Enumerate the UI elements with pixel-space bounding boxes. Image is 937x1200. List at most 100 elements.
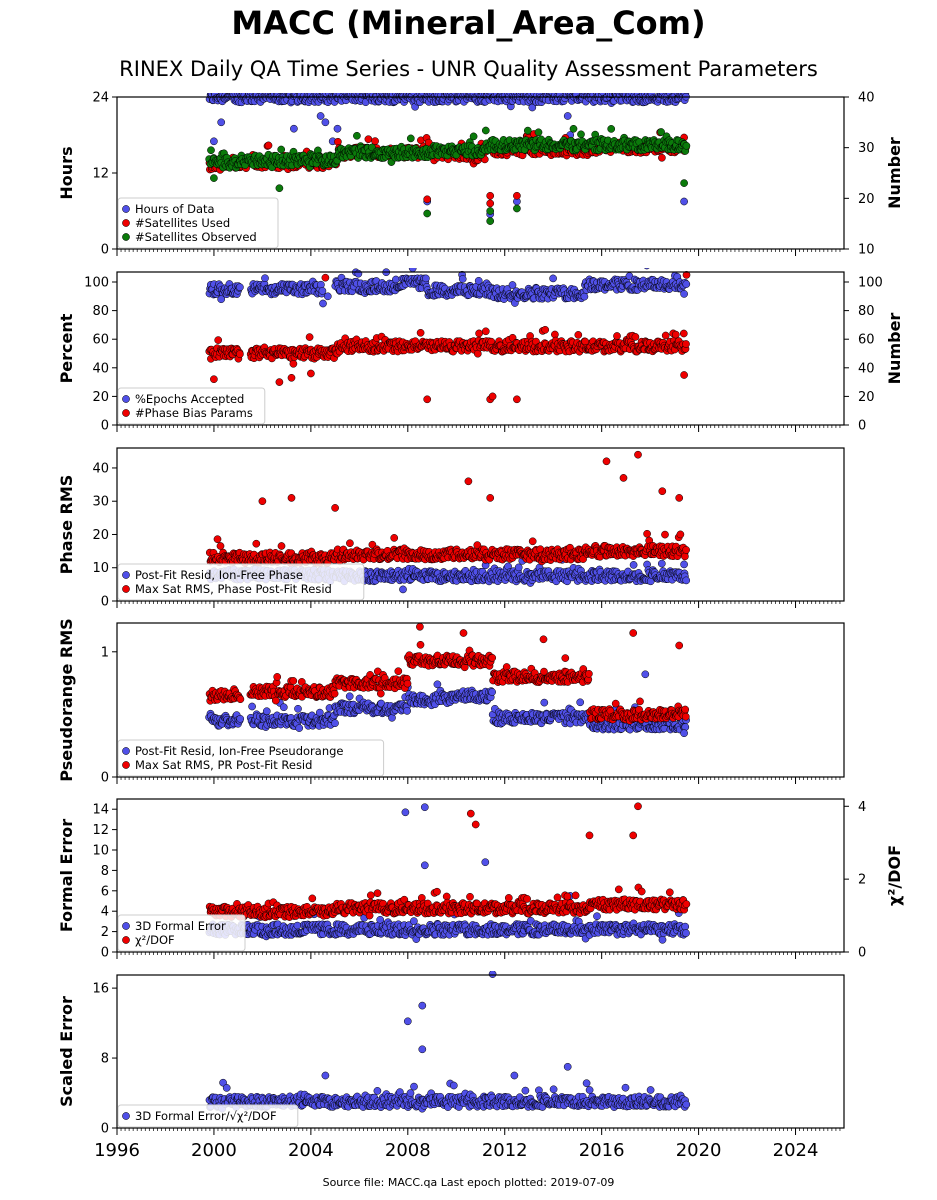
y-axis-label: Phase RMS [57,475,76,575]
legend-marker [122,571,130,579]
y2-tick-label: 30 [858,141,875,156]
data-point [643,268,650,270]
legend-label: Post-Fit Resid, Ion-Free Phase [135,568,303,582]
data-point [364,135,373,144]
data-point [210,137,218,146]
legend-label: #Satellites Used [135,216,230,230]
data-point [408,268,417,273]
data-point [236,283,244,292]
data-point [451,82,458,89]
data-point [486,207,495,215]
y-axis-left: 0 20 40 60 80 100 [84,276,117,434]
data-point [353,131,361,140]
data-point [236,350,244,358]
data-point [671,330,680,339]
data-point [514,563,523,572]
y2-tick-label: 10 [858,243,875,258]
y-tick-label: 0 [101,595,109,610]
data-point [392,275,400,284]
data-point [351,78,358,85]
legend-marker [122,205,130,213]
legend-label: #Satellites Observed [135,230,257,244]
data-point [682,141,691,150]
y-tick-label: 30 [92,495,109,510]
data-point [657,559,666,568]
data-point [534,128,543,137]
data-point [631,333,640,341]
data-point [252,539,261,548]
x-axis [116,601,841,608]
legend-label: Max Sat RMS, Phase Post-Fit Resid [135,582,332,596]
data-point [682,340,690,348]
data-point [675,494,684,502]
data-point [309,85,316,92]
data-point [682,576,691,585]
data-point [262,707,271,716]
data-point [264,141,273,150]
data-point [423,395,432,404]
data-point [481,327,490,336]
data-point [560,80,567,87]
data-point [289,359,298,368]
data-point [210,174,218,182]
data-point [277,145,286,154]
data-point [319,299,327,308]
y-axis-right: 10 20 30 40 [844,91,875,258]
data-point [564,85,571,92]
data-point [217,118,226,127]
legend-label: %Epochs Accepted [135,392,244,406]
data-point [331,719,339,728]
data-point [633,93,638,94]
data-point [333,124,342,133]
data-point [508,281,517,289]
y-axis-label: Hours [57,146,76,199]
y-tick-label: 24 [92,91,109,106]
data-point [613,332,621,340]
data-point [473,83,480,90]
data-point [680,179,688,187]
data-point [406,134,415,143]
legend-label: Hours of Data [135,202,215,216]
y-axis-label: Percent [57,313,76,383]
data-point [469,132,478,141]
data-point [210,375,218,384]
y2-tick-label: 0 [858,419,866,434]
data-point [607,125,616,133]
legend-marker [122,585,130,593]
data-point [458,275,467,283]
legend-marker [122,395,130,403]
data-markers [205,622,690,738]
data-point [475,329,483,338]
data-point [458,84,465,91]
legend: Hours of Data#Satellites Used#Satellites… [117,197,279,249]
data-point [423,195,432,204]
data-point [486,494,495,502]
data-point [321,273,330,282]
data-point [318,287,327,295]
data-point [486,199,495,208]
data-point [345,692,354,701]
data-point [663,75,670,82]
chart-panel-3: 0 10 20 30 40 Phase RMS Post-Fit Resid, Ion-Fr… [57,447,845,610]
data-point [287,494,296,502]
data-point [213,535,222,544]
data-point [354,269,363,278]
data-point [657,128,665,136]
chart-panel-2: 0 20 40 60 80 100 Percent 0 20 40 60 80 100 Number %Ep… [57,268,904,434]
data-point [279,703,288,712]
data-point [523,126,532,135]
data-point [541,325,550,334]
data-point [346,539,354,548]
data-point [680,197,688,206]
page-subtitle: RINEX Daily QA Time Series - UNR Quality… [119,57,818,81]
data-point [336,83,343,90]
x-axis [116,249,841,256]
data-point [564,82,571,89]
y-tick-label: 12 [92,167,109,182]
data-point [248,702,256,711]
data-point [629,561,638,569]
data-point [258,497,267,506]
data-point [474,276,483,285]
y2-tick-label: 60 [858,333,875,348]
